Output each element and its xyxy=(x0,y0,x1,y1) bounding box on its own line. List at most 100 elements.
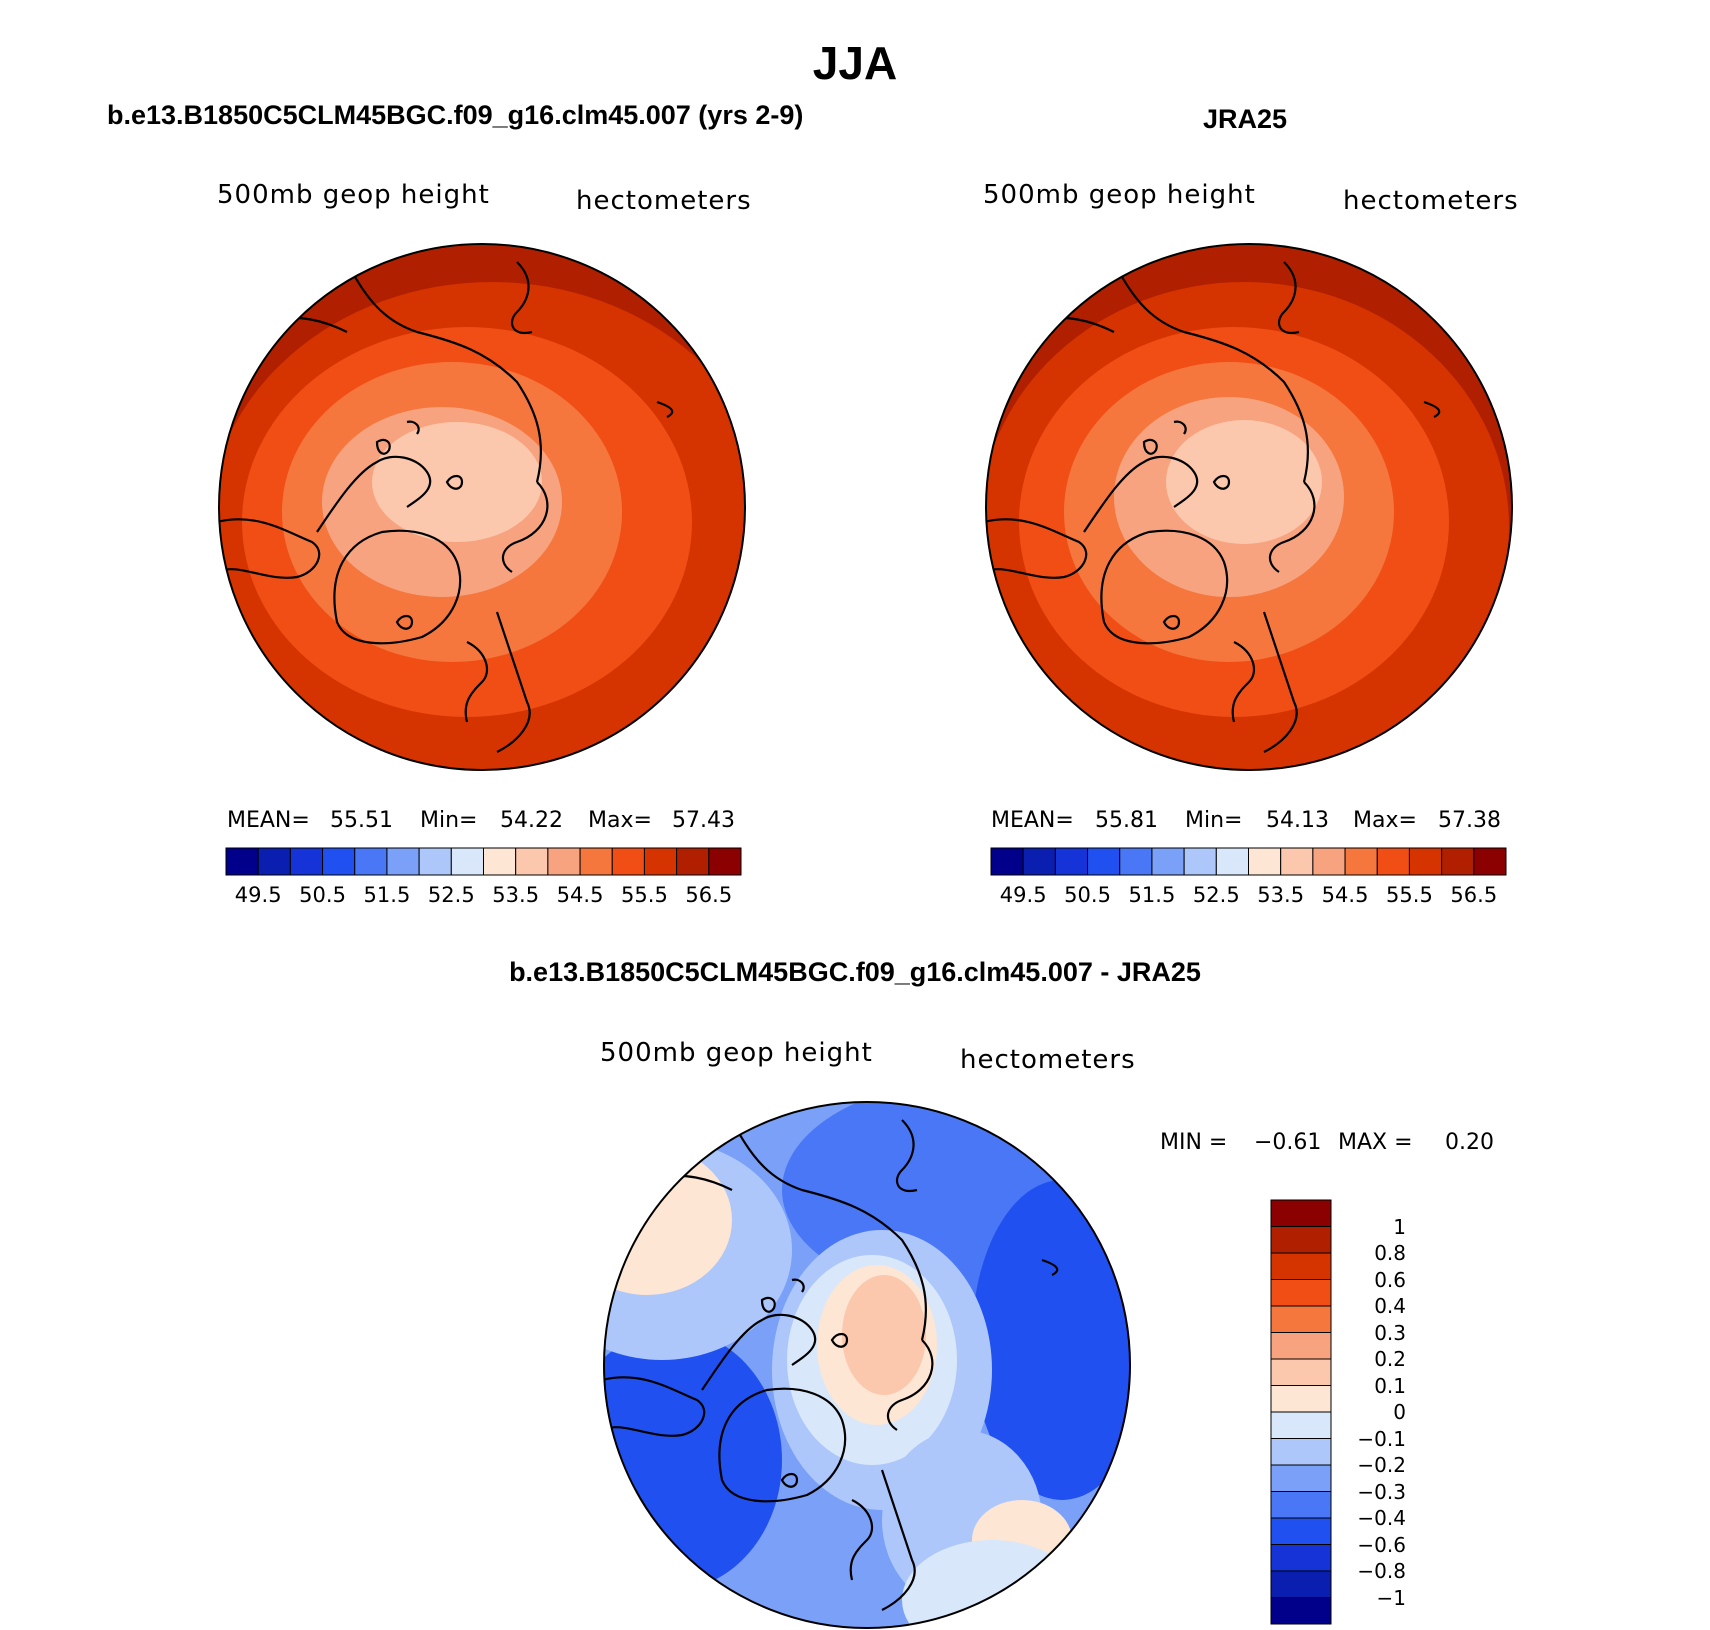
model-colorbar-swatch xyxy=(450,847,484,876)
model-colorbar-tick-label: 54.5 xyxy=(556,883,604,907)
diff-colorbar-tick-label: 0.4 xyxy=(1374,1294,1406,1318)
diff-colorbar-swatch xyxy=(1270,1226,1332,1254)
obs-panel-title: JRA25 xyxy=(1203,104,1288,134)
model-colorbar xyxy=(225,847,742,876)
obs-mean-value: 55.81 xyxy=(1095,808,1158,833)
diff-max-value: 0.20 xyxy=(1445,1130,1494,1155)
obs-colorbar-tick-label: 51.5 xyxy=(1128,883,1176,907)
obs-colorbar-swatch xyxy=(1248,847,1282,876)
diff-colorbar-tick-label: 0.2 xyxy=(1374,1347,1406,1371)
obs-colorbar-tick-label: 55.5 xyxy=(1386,883,1433,907)
obs-colorbar-swatch xyxy=(1022,847,1056,876)
obs-max-label: Max= xyxy=(1353,808,1417,833)
model-colorbar-swatch xyxy=(676,847,710,876)
diff-colorbar-tick-label: 0 xyxy=(1393,1400,1406,1424)
diff-min-label: MIN = xyxy=(1160,1130,1228,1155)
diff-colorbar-tick-label: −0.2 xyxy=(1357,1453,1406,1477)
model-colorbar-swatch xyxy=(643,847,678,876)
obs-colorbar-tick-label: 56.5 xyxy=(1450,883,1498,907)
model-units-label: hectometers xyxy=(576,186,752,216)
model-colorbar-swatch xyxy=(225,847,259,876)
obs-colorbar-swatch xyxy=(1408,847,1443,876)
model-colorbar-swatch xyxy=(547,847,581,876)
diff-panel-title: b.e13.B1850C5CLM45BGC.f09_g16.clm45.007 … xyxy=(509,957,1201,987)
obs-colorbar-tick-label: 49.5 xyxy=(999,883,1047,907)
obs-colorbar-tick-label: 53.5 xyxy=(1257,883,1305,907)
diff-colorbar-tick-label: −0.3 xyxy=(1357,1479,1406,1504)
model-colorbar-tick-label: 49.5 xyxy=(234,883,282,907)
model-colorbar-swatch xyxy=(708,847,742,876)
diff-colorbar-swatch xyxy=(1270,1517,1332,1545)
obs-colorbar-swatch xyxy=(1054,847,1089,876)
obs-colorbar xyxy=(990,847,1507,876)
obs-polar-map xyxy=(985,243,1513,771)
model-colorbar-swatch xyxy=(322,847,356,876)
model-min-label: Min= xyxy=(420,808,478,833)
diff-colorbar-tick-label: −1 xyxy=(1376,1585,1406,1610)
model-mean-label: MEAN= xyxy=(227,808,310,833)
diff-polar-map xyxy=(603,1101,1131,1629)
model-colorbar-swatch xyxy=(418,847,452,876)
model-max-value: 57.43 xyxy=(672,808,735,833)
obs-max-value: 57.38 xyxy=(1438,808,1501,833)
obs-colorbar-swatch xyxy=(1376,847,1410,876)
model-colorbar-tick-label: 52.5 xyxy=(427,883,475,907)
obs-colorbar-tick-label: 54.5 xyxy=(1321,883,1369,907)
model-panel-title: b.e13.B1850C5CLM45BGC.f09_g16.clm45.007 … xyxy=(107,100,804,130)
diff-colorbar-swatch xyxy=(1270,1438,1332,1466)
obs-colorbar-swatch xyxy=(1215,847,1249,876)
obs-colorbar-tick-label: 52.5 xyxy=(1192,883,1240,907)
obs-min-value: 54.13 xyxy=(1266,808,1329,833)
diff-colorbar-tick-label: −0.4 xyxy=(1357,1506,1406,1530)
model-polar-map xyxy=(218,243,746,771)
obs-colorbar-swatch xyxy=(1183,847,1217,876)
diff-units-label: hectometers xyxy=(960,1045,1136,1075)
obs-mean-label: MEAN= xyxy=(991,808,1074,833)
diff-colorbar-swatch xyxy=(1270,1279,1332,1307)
obs-colorbar-swatch xyxy=(1344,847,1378,876)
obs-colorbar-swatch xyxy=(1312,847,1346,876)
diff-colorbar-swatch xyxy=(1270,1358,1332,1386)
diff-colorbar-tick-label: 0.8 xyxy=(1374,1241,1406,1265)
obs-colorbar-swatch xyxy=(1151,847,1185,876)
model-colorbar-swatch xyxy=(289,847,324,876)
model-colorbar-swatch xyxy=(611,847,645,876)
diff-colorbar-swatch xyxy=(1270,1544,1332,1572)
model-colorbar-tick-label: 56.5 xyxy=(685,883,733,907)
model-variable-label: 500mb geop height xyxy=(217,180,490,210)
obs-colorbar-swatch xyxy=(1119,847,1153,876)
diff-colorbar-swatch xyxy=(1270,1411,1332,1439)
diff-colorbar-swatch xyxy=(1270,1597,1332,1625)
diff-colorbar-tick-label: 1 xyxy=(1393,1214,1406,1239)
diff-colorbar-tick-label: −0.8 xyxy=(1357,1559,1406,1583)
diff-colorbar-swatch xyxy=(1270,1199,1332,1227)
obs-min-label: Min= xyxy=(1185,808,1243,833)
diff-colorbar-swatch xyxy=(1270,1464,1332,1492)
diff-min-value: −0.61 xyxy=(1254,1130,1322,1155)
diff-colorbar-swatch xyxy=(1270,1252,1332,1280)
diff-max-label: MAX = xyxy=(1338,1130,1413,1155)
figure-title: JJA xyxy=(812,37,898,89)
diff-colorbar-tick-label: −0.6 xyxy=(1357,1532,1406,1557)
diff-colorbar-tick-label: 0.3 xyxy=(1374,1320,1406,1345)
model-colorbar-swatch xyxy=(386,847,420,876)
model-colorbar-tick-label: 50.5 xyxy=(299,883,346,907)
diff-colorbar-tick-label: 0.1 xyxy=(1374,1373,1406,1398)
obs-colorbar-tick-label: 50.5 xyxy=(1064,883,1111,907)
diff-variable-label: 500mb geop height xyxy=(600,1038,873,1068)
model-colorbar-swatch xyxy=(354,847,388,876)
model-min-value: 54.22 xyxy=(500,808,563,833)
diff-colorbar xyxy=(1270,1199,1332,1625)
model-colorbar-swatch xyxy=(579,847,613,876)
model-colorbar-swatch xyxy=(257,847,291,876)
model-mean-value: 55.51 xyxy=(330,808,393,833)
obs-colorbar-swatch xyxy=(1473,847,1507,876)
model-colorbar-swatch xyxy=(515,847,549,876)
model-colorbar-swatch xyxy=(483,847,517,876)
obs-variable-label: 500mb geop height xyxy=(983,180,1256,210)
diff-colorbar-tick-label: 0.6 xyxy=(1374,1267,1406,1292)
model-colorbar-tick-label: 55.5 xyxy=(621,883,668,907)
model-max-label: Max= xyxy=(588,808,652,833)
model-colorbar-tick-label: 53.5 xyxy=(492,883,540,907)
diff-colorbar-tick-label: −0.1 xyxy=(1357,1426,1406,1451)
